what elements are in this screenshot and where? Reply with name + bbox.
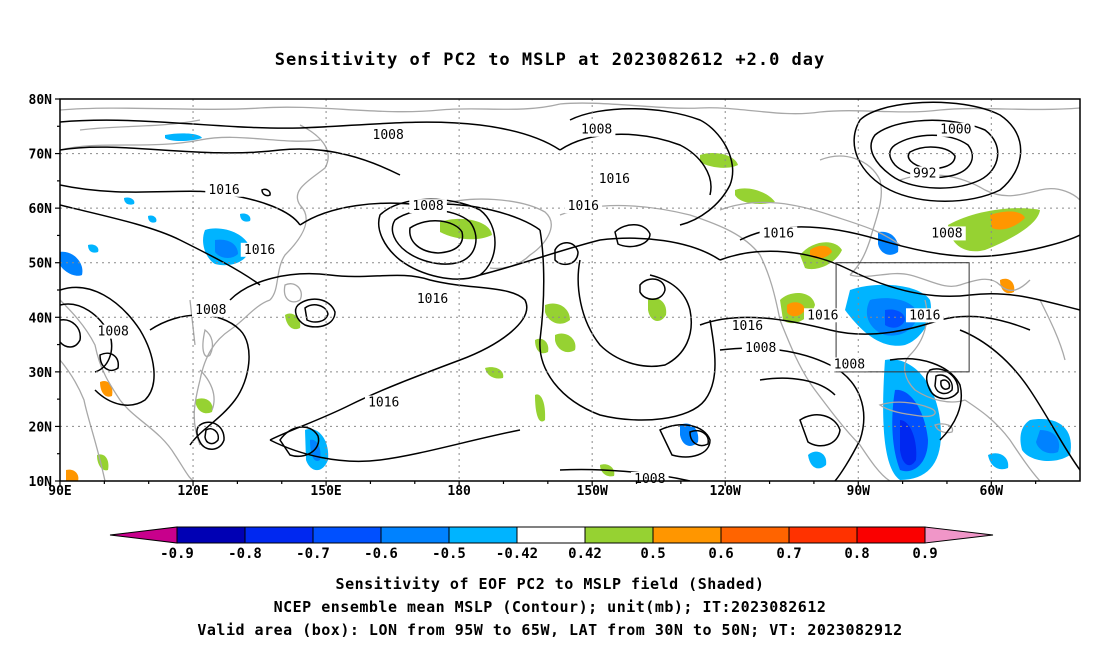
contour-label-bg — [240, 242, 279, 257]
caption-line-3: Valid area (box): LON from 95W to 65W, L… — [197, 621, 903, 639]
coastlines — [60, 102, 1080, 481]
lon-label: 150E — [310, 484, 341, 499]
contour-label-bg — [905, 308, 944, 323]
lat-label: 80N — [29, 93, 53, 108]
colorbar-label: 0.5 — [640, 546, 665, 562]
lon-label: 150W — [577, 484, 608, 499]
lon-label: 180 — [447, 484, 471, 499]
caption-line-1: Sensitivity of EOF PC2 to MSLP field (Sh… — [335, 575, 765, 593]
contour-label: 1008 — [195, 303, 226, 318]
contour-label-bg — [364, 395, 403, 410]
colorbar-label: 0.8 — [844, 546, 869, 562]
colorbar-swatch — [856, 526, 926, 544]
contour-label: 1008 — [745, 341, 776, 356]
colorbar-swatch — [244, 526, 314, 544]
contour-label-bg — [595, 171, 634, 186]
contour-label: 1016 — [807, 308, 838, 323]
colorbar-swatch — [584, 526, 654, 544]
mslp-contours — [60, 101, 1080, 481]
lat-label: 40N — [29, 311, 53, 326]
colorbar-swatch — [380, 526, 450, 544]
colorbar-swatch — [788, 526, 858, 544]
contour-label: 1016 — [568, 199, 599, 214]
contour-label: 1008 — [412, 199, 443, 214]
colorbar-swatch — [176, 526, 246, 544]
lat-label: 50N — [29, 257, 53, 272]
lon-label: 90E — [48, 484, 71, 499]
contour-label-bg — [564, 199, 603, 214]
contour-label-bg — [369, 128, 407, 143]
lon-label: 60W — [980, 484, 1004, 499]
contour-label: 1008 — [98, 325, 129, 340]
colorbar-low-triangle — [109, 526, 178, 544]
contour-label-bg — [759, 226, 798, 241]
contour-label-bg — [577, 122, 616, 137]
lat-label: 70N — [29, 148, 53, 163]
contour-label-bg — [741, 341, 780, 356]
longitude-labels: 90E 120E 150E 180 150W 120W 90W 60W — [48, 484, 1003, 499]
colorbar-label: 0.7 — [776, 546, 801, 562]
lat-label: 60N — [29, 202, 53, 217]
contour-label-bg — [631, 472, 669, 486]
contour-label: 1016 — [732, 319, 763, 334]
contour-label: 1016 — [208, 183, 239, 198]
contour-label-bg — [728, 319, 767, 334]
lon-label: 120E — [177, 484, 208, 499]
colorbar: -0.9 -0.8 -0.7 -0.6 -0.5 -0.42 0.42 0.5 0.6 0.7 0.… — [109, 526, 994, 562]
contour-label: 1008 — [373, 128, 404, 143]
lat-label: 30N — [29, 366, 53, 381]
colorbar-label: 0.6 — [708, 546, 733, 562]
contour-label-bg — [205, 182, 243, 197]
colorbar-swatch — [652, 526, 722, 544]
contour-label-bg — [937, 122, 975, 137]
contour-label-bg — [413, 291, 452, 306]
colorbar-high-triangle — [924, 526, 994, 544]
contour-label-bg — [191, 302, 230, 317]
contour-label: 1016 — [244, 243, 275, 258]
contour-label: 1008 — [634, 472, 665, 487]
contour-label-bg — [409, 199, 447, 214]
contour-label-bg — [928, 226, 966, 241]
contour-label-bg — [94, 324, 133, 339]
colorbar-label: -0.5 — [432, 546, 466, 562]
axis-ticks — [55, 98, 1037, 486]
latitude-labels: 80N 70N 60N 50N 40N 30N 20N 10N — [29, 93, 53, 490]
colorbar-label: 0.9 — [912, 546, 937, 562]
lat-label: 20N — [29, 420, 53, 435]
colorbar-label: -0.9 — [160, 546, 194, 562]
lon-label: 120W — [710, 484, 741, 499]
contour-label: 1016 — [417, 292, 448, 307]
contour-label: 1016 — [368, 396, 399, 411]
contour-label-bg — [830, 357, 869, 372]
contour-label: 1000 — [940, 123, 971, 138]
caption-line-2: NCEP ensemble mean MSLP (Contour); unit(… — [273, 598, 827, 616]
colorbar-label: -0.42 — [496, 546, 538, 562]
colorbar-swatch — [312, 526, 382, 544]
contour-label: 1008 — [834, 357, 865, 372]
contour-label-bg — [803, 308, 842, 323]
contour-label: 1016 — [763, 226, 794, 241]
colorbar-swatch — [516, 526, 586, 544]
lon-label: 90W — [847, 484, 871, 499]
contour-label: 1016 — [909, 308, 940, 323]
map-title: Sensitivity of PC2 to MSLP at 2023082612… — [274, 50, 826, 70]
contour-label: 1008 — [581, 123, 612, 138]
contour-label-bg — [910, 166, 940, 181]
colorbar-label: 0.42 — [568, 546, 602, 562]
contour-label: 992 — [913, 166, 936, 181]
colorbar-swatch — [720, 526, 790, 544]
sensitivity-shading — [60, 133, 1071, 481]
colorbar-label: -0.7 — [296, 546, 330, 562]
contour-label: 1016 — [599, 172, 630, 187]
colorbar-label: -0.8 — [228, 546, 262, 562]
colorbar-label: -0.6 — [364, 546, 398, 562]
colorbar-swatch — [448, 526, 518, 544]
lat-label: 10N — [29, 475, 53, 490]
contour-label: 1008 — [931, 226, 962, 241]
